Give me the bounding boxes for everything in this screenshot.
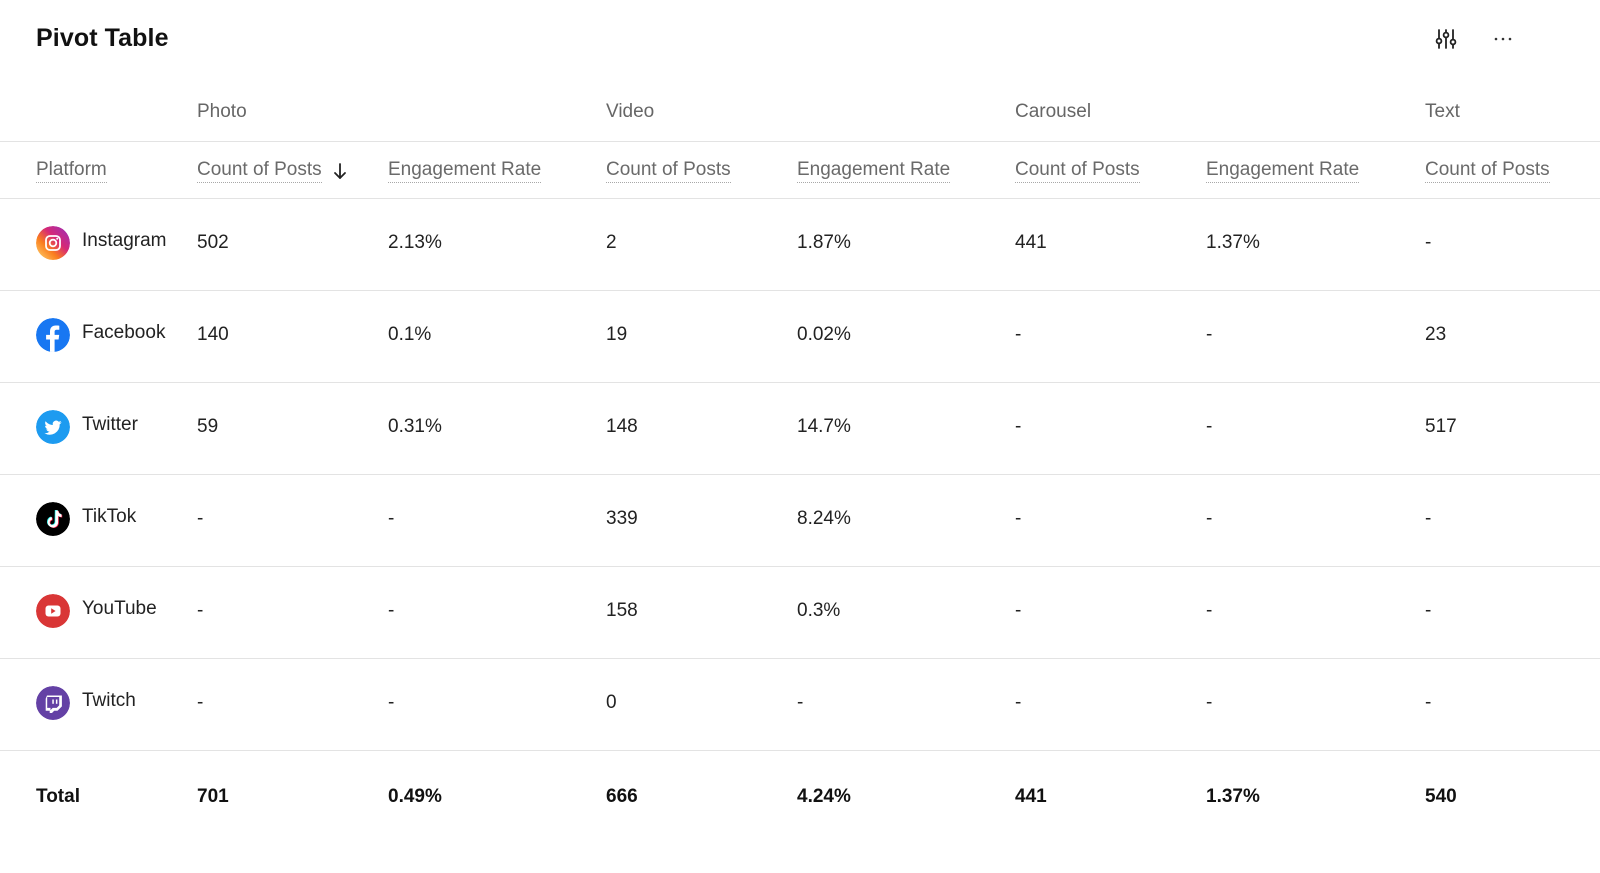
total-row: Total 701 0.49% 666 4.24% 441 1.37% 540	[0, 751, 1600, 843]
total-cell: 701	[197, 786, 229, 807]
table-cell: 140	[197, 324, 229, 345]
row-divider	[0, 658, 1600, 659]
table-row[interactable]: Twitter 59 0.31% 148 14.7% - - 517	[0, 383, 1600, 475]
table-cell: 1.37%	[1206, 232, 1260, 253]
table-row[interactable]: YouTube - - 158 0.3% - - -	[0, 567, 1600, 659]
table-cell: 2	[606, 232, 617, 253]
table-cell: 517	[1425, 416, 1457, 437]
column-header-video-engagement[interactable]: Engagement Rate	[797, 159, 951, 183]
column-header-photo-engagement[interactable]: Engagement Rate	[388, 159, 542, 183]
row-divider	[0, 566, 1600, 567]
twitter-icon	[36, 410, 70, 444]
group-header-carousel: Carousel	[1015, 101, 1092, 122]
table-cell: 148	[606, 416, 638, 437]
platform-name: Twitch	[82, 690, 136, 711]
total-cell: 4.24%	[797, 786, 851, 807]
tiktok-icon	[36, 502, 70, 536]
table-cell: 19	[606, 324, 628, 345]
platform-name: Facebook	[82, 322, 166, 343]
row-divider	[0, 382, 1600, 383]
column-header-photo-count[interactable]: Count of Posts	[197, 159, 348, 183]
group-header-video: Video	[606, 101, 655, 122]
row-divider	[0, 750, 1600, 751]
total-cell: 1.37%	[1206, 786, 1260, 807]
table-cell: -	[388, 692, 395, 713]
table-cell: -	[1015, 600, 1022, 621]
table-cell: 502	[197, 232, 229, 253]
total-cell: 441	[1015, 786, 1047, 807]
row-divider	[0, 474, 1600, 475]
table-cell: 14.7%	[797, 416, 851, 437]
platform-name: TikTok	[82, 506, 137, 527]
page-title: Pivot Table	[36, 24, 169, 52]
divider	[0, 141, 1600, 142]
divider	[0, 198, 1600, 199]
table-cell: -	[1206, 416, 1213, 437]
group-header-text: Text	[1425, 101, 1460, 122]
arrow-down-icon[interactable]	[332, 162, 348, 180]
table-cell: -	[1425, 232, 1432, 253]
table-row[interactable]: Twitch - - 0 - - - -	[0, 659, 1600, 751]
table-cell: -	[1206, 600, 1213, 621]
platform-name: Instagram	[82, 230, 167, 251]
table-cell: 339	[606, 508, 638, 529]
table-row[interactable]: Facebook 140 0.1% 19 0.02% - - 23	[0, 291, 1600, 383]
column-header-carousel-engagement[interactable]: Engagement Rate	[1206, 159, 1360, 183]
table-cell: -	[197, 600, 204, 621]
total-cell: 0.49%	[388, 786, 442, 807]
table-cell: 441	[1015, 232, 1047, 253]
table-cell: -	[1206, 508, 1213, 529]
platform-name: YouTube	[82, 598, 157, 619]
table-cell: -	[388, 508, 395, 529]
table-cell: -	[1425, 600, 1432, 621]
table-cell: 2.13%	[388, 232, 442, 253]
column-header-carousel-count[interactable]: Count of Posts	[1015, 159, 1140, 183]
table-cell: 0	[606, 692, 617, 713]
table-cell: 0.1%	[388, 324, 432, 345]
table-cell: -	[1425, 508, 1432, 529]
table-cell: -	[197, 692, 204, 713]
table-cell: -	[1015, 324, 1022, 345]
table-cell: 8.24%	[797, 508, 851, 529]
table-cell: -	[1206, 324, 1213, 345]
column-header-text-count[interactable]: Count of Posts	[1425, 159, 1550, 183]
table-cell: 0.31%	[388, 416, 442, 437]
table-cell: 0.02%	[797, 324, 851, 345]
group-header-photo: Photo	[197, 101, 247, 122]
total-label: Total	[36, 786, 80, 807]
table-cell: 59	[197, 416, 219, 437]
column-header-platform[interactable]: Platform	[36, 159, 107, 183]
youtube-icon	[36, 594, 70, 628]
platform-name: Twitter	[82, 414, 138, 435]
more-horizontal-icon[interactable]	[1490, 26, 1516, 52]
table-cell: -	[197, 508, 204, 529]
column-header-video-count[interactable]: Count of Posts	[606, 159, 731, 183]
table-cell: -	[1015, 508, 1022, 529]
table-cell: 158	[606, 600, 638, 621]
table-cell: -	[797, 692, 804, 713]
table-row[interactable]: TikTok - - 339 8.24% - - -	[0, 475, 1600, 567]
total-cell: 666	[606, 786, 638, 807]
table-cell: -	[1206, 692, 1213, 713]
table-cell: 0.3%	[797, 600, 841, 621]
facebook-icon	[36, 318, 70, 352]
table-cell: 23	[1425, 324, 1447, 345]
table-cell: 1.87%	[797, 232, 851, 253]
sliders-icon[interactable]	[1433, 26, 1459, 52]
table-cell: -	[388, 600, 395, 621]
table-cell: -	[1015, 692, 1022, 713]
twitch-icon	[36, 686, 70, 720]
table-cell: -	[1015, 416, 1022, 437]
table-row[interactable]: Instagram 502 2.13% 2 1.87% 441 1.37% -	[0, 199, 1600, 291]
instagram-icon	[36, 226, 70, 260]
table-cell: -	[1425, 692, 1432, 713]
row-divider	[0, 290, 1600, 291]
total-cell: 540	[1425, 786, 1457, 807]
